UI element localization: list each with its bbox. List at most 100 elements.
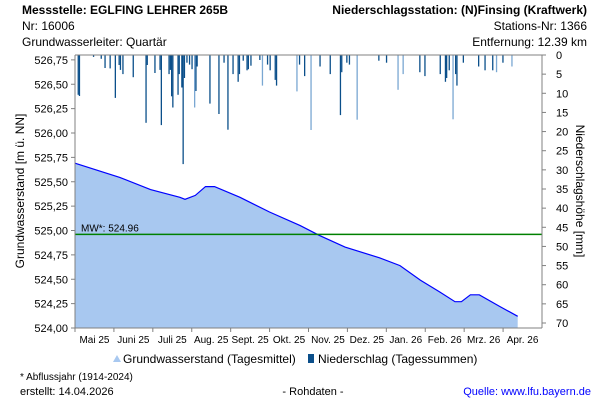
legend-groundwater-label: Grundwasserstand (Tagesmittel): [123, 352, 296, 366]
precip-bar: [109, 55, 111, 69]
precip-bar: [196, 55, 198, 67]
precip-bar: [171, 55, 173, 97]
precip-bar: [77, 55, 79, 95]
precip-bar: [385, 55, 388, 63]
legend-precip-label: Niederschlag (Tagessummen): [318, 352, 477, 366]
x-tick-label: Nov. 25: [311, 335, 345, 346]
precip-bar: [178, 55, 180, 75]
source-link[interactable]: Quelle: www.lfu.bayern.de: [463, 386, 591, 398]
precip-station-number: Stations-Nr: 1366: [494, 19, 588, 33]
precip-bar: [122, 55, 124, 75]
station-number: Nr: 16006: [22, 19, 75, 33]
x-tick-label: Mai 25: [79, 335, 109, 346]
precip-bar: [484, 55, 486, 71]
x-tick-label: Mrz. 26: [467, 335, 501, 346]
x-tick-label: Aug. 25: [194, 335, 229, 346]
y-tick-label: 525,25: [34, 201, 68, 213]
precip-bar: [492, 55, 494, 71]
y-tick-label: 524,50: [34, 274, 68, 286]
precip-bar: [181, 55, 183, 88]
precip-bar: [446, 55, 448, 78]
y-tick-label: 526,50: [34, 79, 68, 91]
precip-bar: [160, 55, 162, 126]
y2-tick-label: 70: [556, 318, 568, 330]
precip-bar: [169, 55, 171, 70]
precip-bar: [310, 55, 312, 130]
precip-bar: [495, 55, 498, 73]
x-tick-label: Juli 25: [158, 335, 187, 346]
precip-bar: [195, 55, 197, 91]
x-tick-label: Apr. 26: [507, 335, 539, 346]
precip-bar: [266, 55, 269, 65]
y-tick-label: 525,00: [34, 226, 68, 238]
precip-bar: [242, 55, 244, 61]
precip-bar: [232, 55, 234, 75]
precip-bar: [78, 55, 81, 96]
precip-bar: [247, 55, 249, 70]
precip-bar: [296, 55, 298, 92]
y-tick-label: 525,75: [34, 152, 68, 164]
precip-bar: [172, 55, 174, 108]
precip-bar: [478, 55, 480, 67]
y2-tick-label: 55: [556, 261, 568, 273]
plot-area: MW*: 524.96 526,75 526,50 526,25 526,00 525,7…: [34, 50, 568, 346]
precip-bar: [114, 55, 116, 98]
precip-bar: [397, 55, 399, 90]
precip-bar: [92, 55, 95, 57]
groundwater-line: [74, 162, 518, 317]
precip-bar: [237, 55, 239, 82]
precip-bar: [223, 55, 225, 63]
created-date: erstellt: 14.04.2026: [20, 386, 114, 398]
x-tick-label: Feb. 26: [428, 335, 462, 346]
precip-bar: [238, 55, 241, 75]
legend-groundwater-swatch: [113, 355, 121, 362]
precip-bar: [356, 55, 358, 120]
precip-bar: [502, 55, 504, 63]
y2-tick-label: 45: [556, 222, 568, 234]
precip-bar: [346, 55, 348, 63]
y2-axis-title: Niederschlagshöhe [mm]: [573, 125, 587, 258]
precip-bar: [341, 55, 343, 73]
precip-bar: [209, 55, 211, 104]
precip-bar: [191, 55, 193, 70]
y-tick-label: 524,25: [34, 299, 68, 311]
y-tick-label: 524,00: [34, 323, 68, 335]
x-tick-label: Sept. 25: [231, 335, 269, 346]
groundwater-area: [75, 163, 518, 328]
precip-distance: Entfernung: 12.39 km: [472, 35, 587, 49]
precip-bar: [439, 55, 441, 75]
precip-bar: [119, 55, 122, 70]
y2-tick-label: 60: [556, 280, 568, 292]
precip-bar: [274, 55, 276, 80]
precip-bar: [183, 55, 186, 78]
precip-bar: [186, 55, 188, 63]
precip-bar: [319, 55, 321, 67]
precip-bar: [188, 55, 191, 65]
precip-bar: [182, 55, 184, 165]
precip-bar: [250, 55, 252, 66]
y-tick-label: 525,50: [34, 177, 68, 189]
y-tick-label: 526,25: [34, 104, 68, 116]
precip-bar: [194, 55, 196, 108]
y2-tick-label: 20: [556, 127, 568, 139]
precip-bar: [218, 55, 220, 114]
precip-bar: [159, 55, 161, 70]
x-tick-label: Dez. 25: [350, 335, 385, 346]
y2-tick-label: 25: [556, 146, 568, 158]
precip-bar: [275, 55, 278, 86]
y2-tick-label: 35: [556, 184, 568, 196]
precip-bar: [269, 55, 271, 71]
precip-bar: [118, 55, 120, 65]
precip-bar: [348, 55, 351, 65]
precip-bar: [511, 55, 513, 67]
precip-bar: [462, 55, 464, 63]
y2-tick-label: 0: [556, 50, 562, 62]
y-tick-label: 526,75: [34, 55, 68, 67]
precip-bar: [261, 55, 264, 86]
precip-bar: [246, 55, 248, 71]
precip-bar: [456, 55, 458, 86]
y2-tick-label: 5: [556, 69, 562, 81]
y2-tick-label: 10: [556, 88, 568, 100]
y2-tick-label: 30: [556, 165, 568, 177]
precip-bar: [329, 55, 331, 75]
